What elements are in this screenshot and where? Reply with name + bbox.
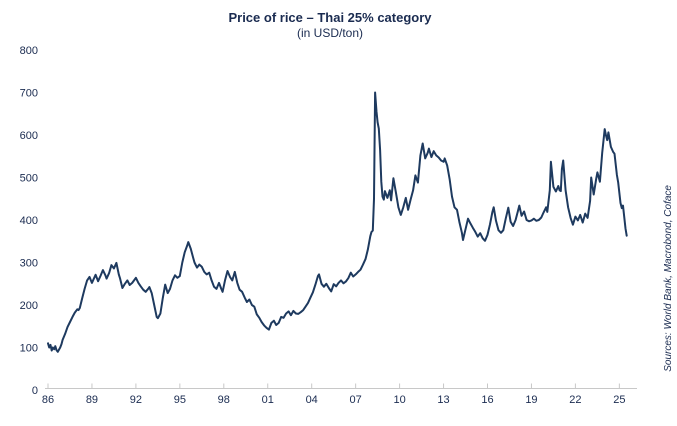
x-tick-label: 01 bbox=[262, 394, 274, 406]
x-tick-label: 98 bbox=[218, 394, 230, 406]
y-tick-label: 700 bbox=[20, 88, 38, 100]
x-tick-label: 22 bbox=[569, 394, 581, 406]
x-tick-label: 19 bbox=[525, 394, 537, 406]
y-tick-label: 100 bbox=[20, 343, 38, 355]
x-tick-label: 13 bbox=[437, 394, 449, 406]
chart-title: Price of rice – Thai 25% category bbox=[228, 10, 432, 25]
x-tick-label: 10 bbox=[393, 394, 405, 406]
y-tick-label: 300 bbox=[20, 258, 38, 270]
y-tick-label: 500 bbox=[20, 173, 38, 185]
y-tick-label: 200 bbox=[20, 300, 38, 312]
x-tick-label: 89 bbox=[86, 394, 98, 406]
y-tick-label: 800 bbox=[20, 45, 38, 57]
y-tick-label: 400 bbox=[20, 215, 38, 227]
x-tick-label: 25 bbox=[613, 394, 625, 406]
x-tick-label: 92 bbox=[130, 394, 142, 406]
x-tick-label: 95 bbox=[174, 394, 186, 406]
x-tick-label: 04 bbox=[306, 394, 318, 406]
sources-note: Sources: World Bank, Macrobond, Coface bbox=[663, 185, 674, 372]
chart-subtitle: (in USD/ton) bbox=[296, 26, 364, 40]
x-tick-label: 07 bbox=[350, 394, 362, 406]
y-tick-label: 0 bbox=[32, 385, 38, 397]
x-tick-label: 86 bbox=[42, 394, 54, 406]
y-tick-label: 600 bbox=[20, 130, 38, 142]
price-line-series bbox=[47, 91, 628, 353]
x-tick-label: 16 bbox=[481, 394, 493, 406]
